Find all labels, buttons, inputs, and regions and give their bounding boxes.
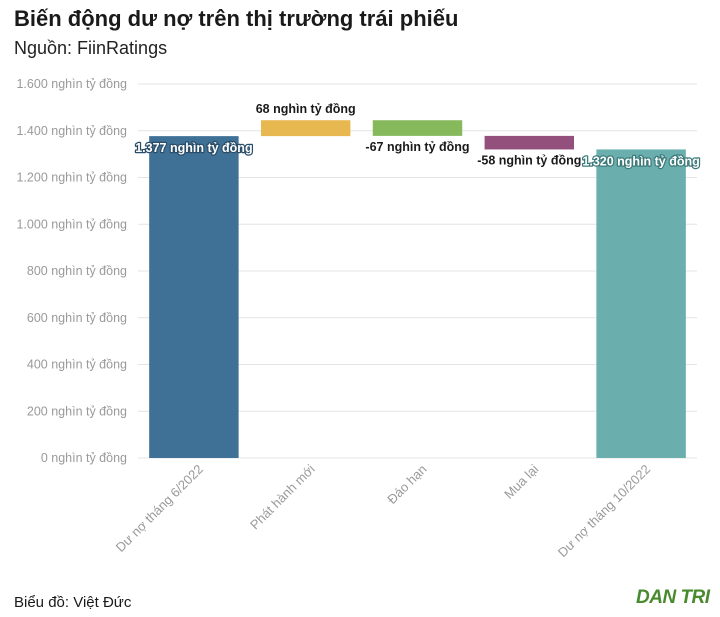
chart-title: Biến động dư nợ trên thị trường trái phi… [14,6,459,31]
waterfall-chart: 0 nghìn tỷ đồng 200 nghìn tỷ đồng 400 nghì… [16,77,701,560]
y-tick-label: 1.400 nghìn tỷ đồng [16,124,127,138]
dantri-logo: DAN TRI [636,587,710,608]
x-tick-label: Đáo hạn [384,462,429,507]
y-tick-label: 1.000 nghìn tỷ đồng [16,217,127,231]
bar [484,135,575,150]
x-tick-label: Mua lại [501,461,541,501]
y-tick-label: 800 nghìn tỷ đồng [27,264,127,278]
data-labels: 1.377 nghìn tỷ đồng 68 nghìn tỷ đồng -67 n… [134,102,701,169]
y-axis-ticks: 0 nghìn tỷ đồng 200 nghìn tỷ đồng 400 nghì… [16,77,127,465]
y-tick-label: 1.200 nghìn tỷ đồng [16,171,127,185]
data-label: 68 nghìn tỷ đồng [256,102,356,116]
bar [149,136,239,458]
bar [372,120,463,136]
x-axis-ticks: Dư nợ tháng 6/2022 Phát hành mới Đáo hạn Mu… [113,461,654,560]
data-label: 1.320 nghìn tỷ đồng [582,154,699,168]
data-label: -67 nghìn tỷ đồng [365,140,469,154]
x-tick-label: Dư nợ tháng 10/2022 [555,462,653,560]
bar [260,120,351,137]
data-label: -58 nghìn tỷ đồng [477,153,581,167]
data-label: 1.377 nghìn tỷ đồng [135,141,252,155]
chart-source: Nguồn: FiinRatings [14,38,168,58]
y-tick-label: 400 nghìn tỷ đồng [27,358,127,372]
chart-credit: Biểu đồ: Việt Đức [14,594,132,611]
x-tick-label: Dư nợ tháng 6/2022 [113,462,206,555]
y-tick-label: 0 nghìn tỷ đồng [41,451,127,465]
y-tick-label: 1.600 nghìn tỷ đồng [16,77,127,91]
bar [596,149,686,458]
y-tick-label: 600 nghìn tỷ đồng [27,311,127,325]
x-tick-label: Phát hành mới [247,461,318,532]
bars [149,120,686,458]
y-tick-label: 200 nghìn tỷ đồng [27,404,127,418]
